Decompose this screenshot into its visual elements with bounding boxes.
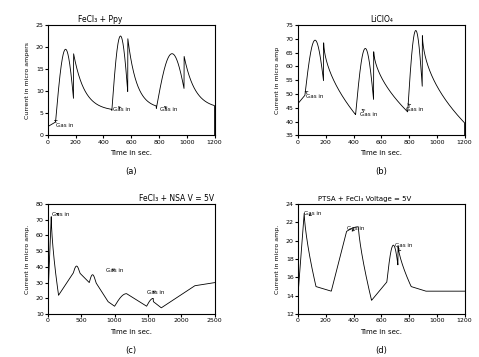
X-axis label: Time in sec.: Time in sec.	[360, 150, 402, 156]
Y-axis label: Current in micro amp: Current in micro amp	[275, 46, 280, 114]
Title: LiClO₄: LiClO₄	[370, 15, 393, 24]
Text: Gas in: Gas in	[305, 91, 323, 99]
Text: Gas in: Gas in	[55, 120, 73, 129]
Y-axis label: Current in micro amp.: Current in micro amp.	[275, 224, 280, 293]
Text: PTSA + FeCl₃ Voltage = 5V: PTSA + FeCl₃ Voltage = 5V	[318, 196, 411, 202]
X-axis label: Time in sec.: Time in sec.	[360, 329, 402, 335]
X-axis label: Time in sec.: Time in sec.	[110, 329, 152, 335]
Text: Gas in: Gas in	[347, 226, 365, 231]
Text: Gas in: Gas in	[113, 107, 131, 112]
Text: Gas in: Gas in	[106, 268, 123, 273]
Y-axis label: Current in micro amp.: Current in micro amp.	[25, 224, 30, 293]
Text: FeCl₃ + NSA V = 5V: FeCl₃ + NSA V = 5V	[139, 194, 215, 203]
Text: Gas in: Gas in	[147, 290, 164, 295]
X-axis label: Time in sec.: Time in sec.	[110, 150, 152, 156]
Text: (a): (a)	[125, 167, 137, 176]
Text: (b): (b)	[376, 167, 387, 176]
Text: Gas in: Gas in	[52, 212, 69, 217]
Text: Gas in: Gas in	[160, 107, 177, 112]
Text: Gas in: Gas in	[406, 104, 423, 111]
Text: Gas in: Gas in	[395, 243, 412, 251]
Text: (c): (c)	[125, 346, 137, 355]
Text: Gas in: Gas in	[360, 109, 378, 117]
Text: FeCl₃ + Ppy: FeCl₃ + Ppy	[78, 15, 122, 24]
Y-axis label: Current in micro ampers: Current in micro ampers	[25, 42, 30, 119]
Text: Gas in: Gas in	[304, 211, 321, 216]
Text: (d): (d)	[376, 346, 387, 355]
